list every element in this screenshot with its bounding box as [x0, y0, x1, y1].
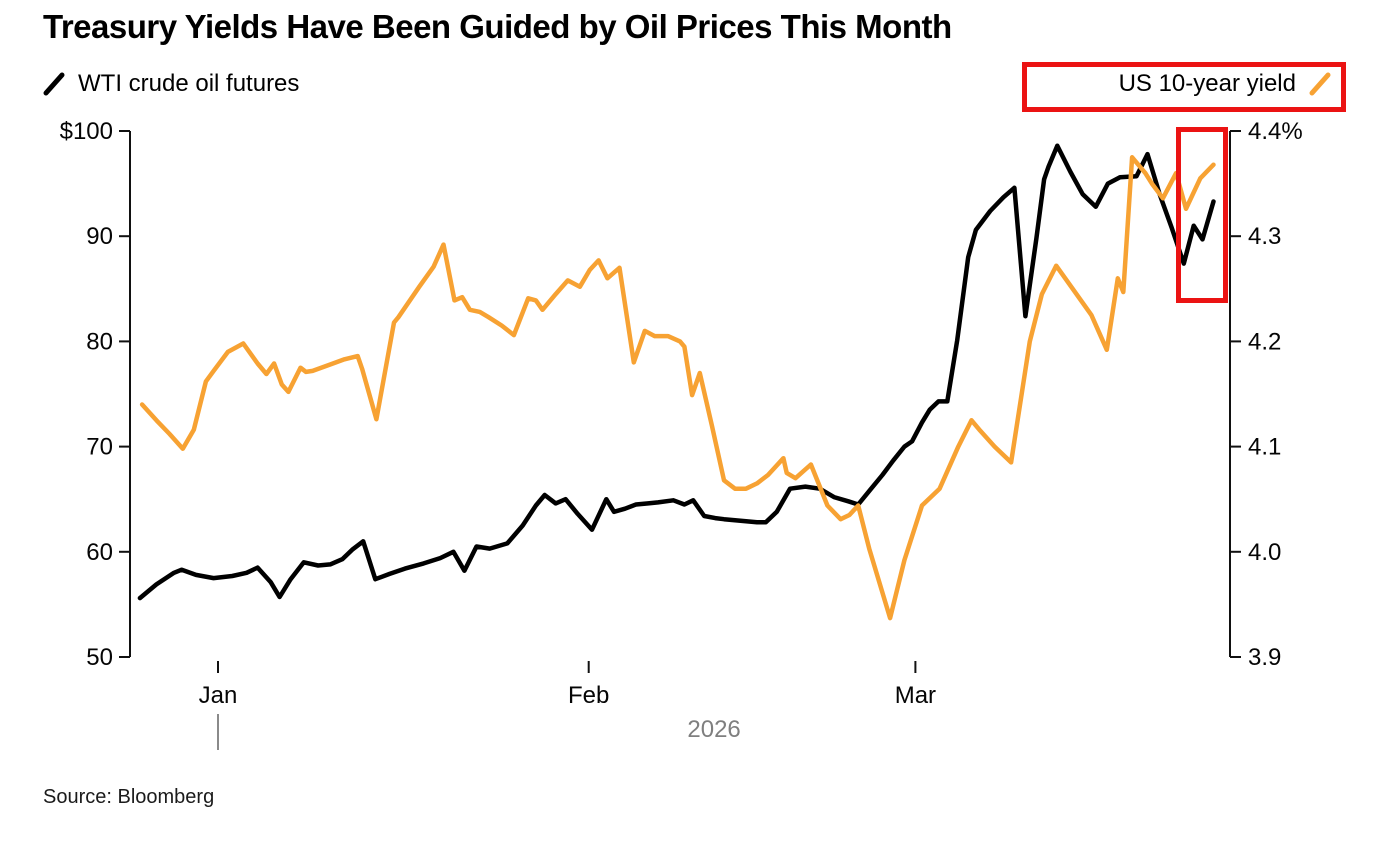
legend-us10y: US 10-year yield	[1119, 70, 1332, 98]
wti-slash-icon	[43, 72, 65, 96]
x-year-label: 2026	[687, 716, 740, 743]
us10y-series-line	[139, 155, 1216, 621]
y-right-tick-label: 4.4%	[1248, 118, 1303, 145]
x-month-label: Jan	[199, 682, 238, 709]
us10y-slash-icon	[1309, 72, 1331, 96]
y-right-tick-label: 3.9	[1248, 644, 1281, 671]
x-month-label: Feb	[568, 682, 609, 709]
source-attribution: Source: Bloomberg	[43, 786, 215, 808]
x-month-label: Mar	[895, 682, 936, 709]
chart-title: Treasury Yields Have Been Guided by Oil …	[43, 8, 952, 45]
y-left-tick-label: 80	[86, 328, 113, 355]
legend-wti-label: WTI crude oil futures	[78, 70, 300, 97]
legend-wti: WTI crude oil futures	[42, 70, 299, 98]
wti-series-line	[137, 143, 1216, 601]
y-right-tick-label: 4.0	[1248, 539, 1281, 566]
y-right-tick-label: 4.3	[1248, 223, 1281, 250]
y-right-tick-label: 4.2	[1248, 328, 1281, 355]
y-left-tick-label: 90	[86, 223, 113, 250]
y-left-tick-label: 70	[86, 434, 113, 461]
y-left-tick-label: 60	[86, 539, 113, 566]
y-left-tick-label: 50	[86, 644, 113, 671]
y-left-tick-label: $100	[60, 118, 113, 145]
y-right-tick-label: 4.1	[1248, 434, 1281, 461]
legend-us10y-label: US 10-year yield	[1118, 70, 1296, 97]
